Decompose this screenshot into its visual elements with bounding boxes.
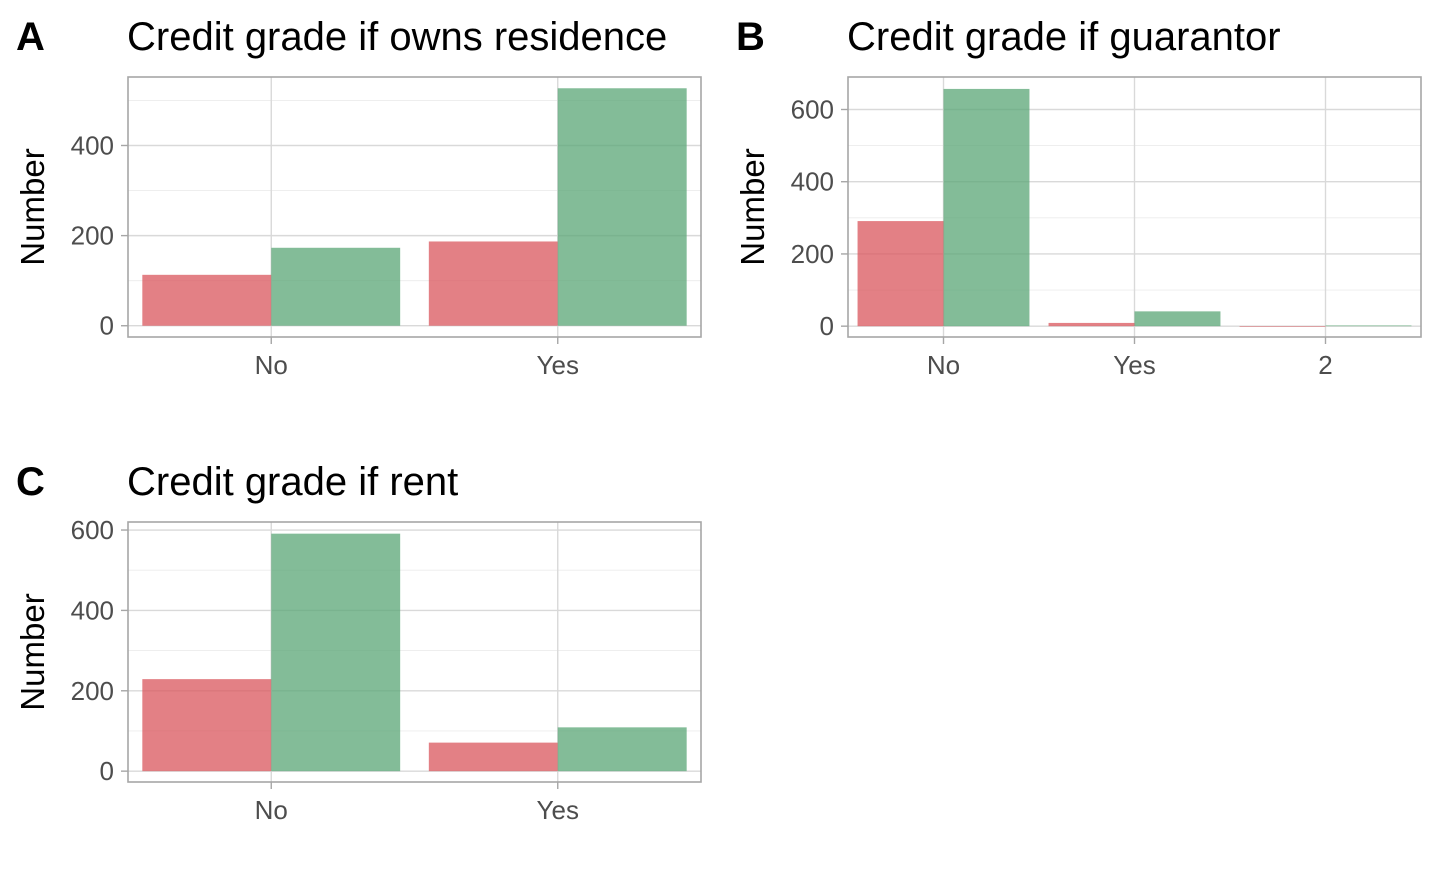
panel-border — [127, 76, 702, 338]
y-axis-title: Number — [14, 593, 51, 710]
bar-series-2-no — [271, 247, 401, 326]
y-tick-label: 200 — [71, 221, 114, 251]
x-tick-label: 2 — [1318, 350, 1332, 380]
y-tick-label: 600 — [71, 515, 114, 545]
y-tick-label: 0 — [820, 311, 834, 341]
chart-title: Credit grade if guarantor — [847, 15, 1281, 59]
x-tick-label: No — [255, 795, 288, 825]
y-tick-label: 200 — [71, 676, 114, 706]
y-tick-label: 400 — [71, 130, 114, 160]
panel-tag: B — [736, 15, 765, 59]
panel-border — [127, 521, 702, 783]
bar-series-2-no — [271, 533, 401, 772]
y-tick-label: 400 — [791, 167, 834, 197]
bar-series-1-no — [142, 274, 272, 326]
bar-series-2-2 — [1325, 325, 1412, 327]
panel-tag: C — [16, 460, 45, 504]
y-axis-title: Number — [734, 148, 771, 265]
bar-series-2-no — [943, 88, 1030, 327]
y-tick-label: 0 — [100, 311, 114, 341]
panel-tag: A — [16, 15, 45, 59]
y-tick-label: 200 — [791, 239, 834, 269]
y-tick-label: 0 — [100, 756, 114, 786]
bar-series-2-yes — [557, 727, 687, 772]
bar-series-1-yes — [428, 742, 558, 772]
chart-title: Credit grade if rent — [127, 460, 458, 504]
chart-panel-a: 0 200 400 No Yes Number A Credit grade if owns … — [14, 15, 702, 380]
y-axis-title: Number — [14, 148, 51, 265]
bar-series-1-yes — [1048, 322, 1135, 327]
x-tick-label: No — [927, 350, 960, 380]
bar-series-2-yes — [1134, 311, 1221, 327]
x-tick-label: No — [255, 350, 288, 380]
x-tick-label: Yes — [1113, 350, 1155, 380]
bar-series-1-2 — [1239, 326, 1326, 327]
chart-panel-c: 0 200 400 600 No Yes Number C Credit grade if re… — [14, 460, 702, 825]
bar-series-1-no — [142, 679, 272, 772]
bar-series-2-yes — [557, 88, 687, 326]
y-tick-label: 600 — [791, 95, 834, 125]
x-tick-label: Yes — [537, 350, 579, 380]
chart-panel-b: 0 200 400 600 No Yes 2 Number B Credit grade if g… — [734, 15, 1422, 380]
x-tick-label: Yes — [537, 795, 579, 825]
chart-title: Credit grade if owns residence — [127, 15, 667, 59]
y-tick-label: 400 — [71, 595, 114, 625]
bar-series-1-yes — [428, 241, 558, 326]
bar-series-1-no — [857, 221, 944, 327]
